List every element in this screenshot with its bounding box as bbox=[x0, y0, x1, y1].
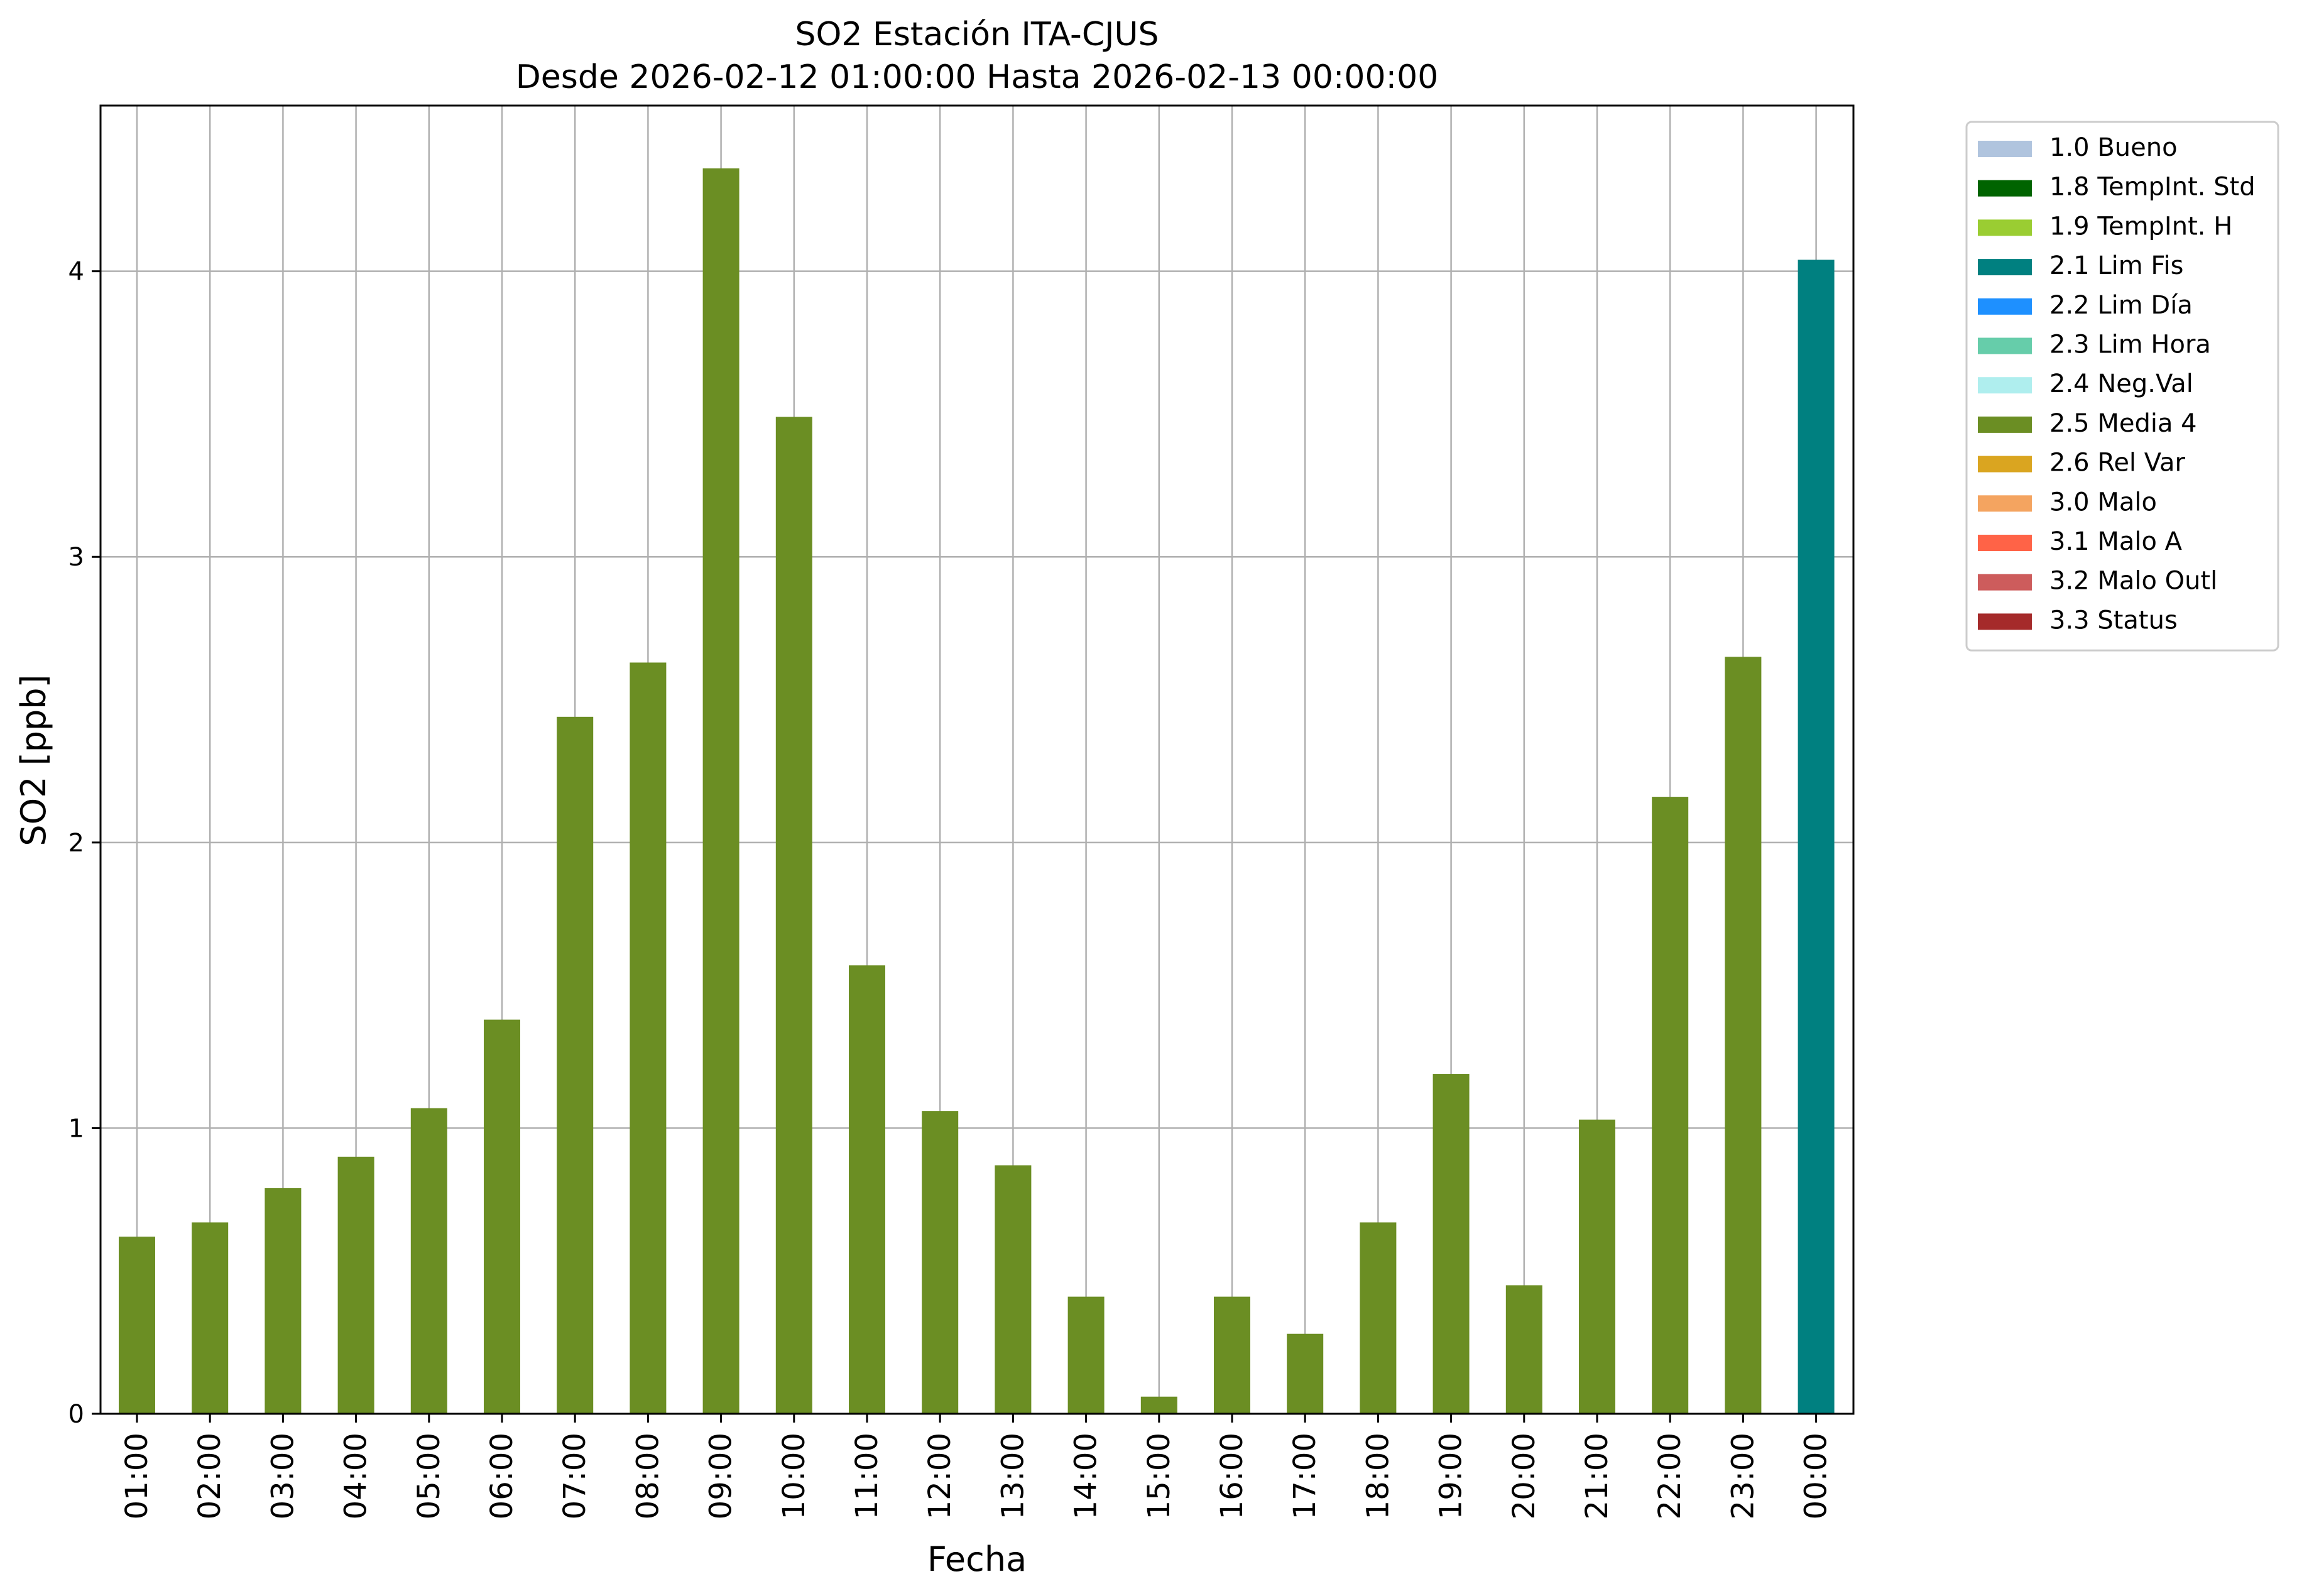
bar bbox=[1140, 1396, 1177, 1414]
legend-swatch bbox=[1978, 613, 2032, 630]
bar bbox=[1432, 1074, 1470, 1414]
legend-swatch bbox=[1978, 337, 2032, 354]
x-tick-label: 08:00 bbox=[630, 1433, 665, 1519]
chart-title: SO2 Estación ITA-CJUS bbox=[795, 16, 1159, 53]
x-tick-label: 03:00 bbox=[265, 1433, 300, 1519]
bar bbox=[410, 1108, 447, 1414]
bar bbox=[702, 168, 739, 1414]
legend-swatch bbox=[1978, 259, 2032, 276]
bar bbox=[1798, 260, 1835, 1414]
bar bbox=[775, 417, 812, 1414]
legend-label: 1.8 TempInt. Std bbox=[2049, 173, 2256, 202]
x-tick-label: 21:00 bbox=[1580, 1433, 1615, 1519]
x-tick-label: 22:00 bbox=[1652, 1433, 1688, 1519]
bar bbox=[1360, 1222, 1397, 1414]
x-tick-label: 01:00 bbox=[119, 1433, 155, 1519]
legend-swatch bbox=[1978, 574, 2032, 591]
y-tick-label: 4 bbox=[68, 258, 84, 287]
bar bbox=[630, 662, 667, 1414]
legend-label: 3.3 Status bbox=[2049, 606, 2178, 635]
legend-label: 2.4 Neg.Val bbox=[2049, 369, 2193, 398]
x-tick-label: 07:00 bbox=[557, 1433, 592, 1519]
x-tick-label: 12:00 bbox=[922, 1433, 958, 1519]
bar bbox=[265, 1188, 302, 1414]
legend-label: 2.1 Lim Fis bbox=[2049, 251, 2183, 280]
bars bbox=[119, 168, 1835, 1414]
plot-frame bbox=[99, 104, 1855, 1415]
x-tick-label: 02:00 bbox=[192, 1433, 227, 1519]
x-tick-label: 11:00 bbox=[849, 1433, 885, 1519]
bar bbox=[1505, 1285, 1542, 1414]
legend-swatch bbox=[1978, 495, 2032, 512]
bar bbox=[484, 1019, 520, 1414]
legend-swatch bbox=[1978, 377, 2032, 394]
y-tick-label: 1 bbox=[68, 1114, 84, 1143]
legend-label: 3.0 Malo bbox=[2049, 488, 2157, 517]
bar bbox=[192, 1222, 229, 1414]
legend: 1.0 Bueno 1.8 TempInt. Std 1.9 TempInt. H 2… bbox=[1965, 121, 2279, 652]
x-tick-label: 00:00 bbox=[1799, 1433, 1834, 1519]
bar bbox=[1652, 797, 1689, 1414]
legend-label: 1.0 Bueno bbox=[2049, 133, 2178, 162]
legend-label: 2.6 Rel Var bbox=[2049, 449, 2186, 478]
y-tick-label: 3 bbox=[68, 543, 84, 572]
bar bbox=[849, 965, 885, 1414]
legend-label: 2.3 Lim Hora bbox=[2049, 331, 2211, 359]
legend-swatch bbox=[1978, 416, 2032, 433]
legend-swatch bbox=[1978, 141, 2032, 157]
bar bbox=[995, 1165, 1032, 1414]
legend-swatch bbox=[1978, 180, 2032, 197]
x-tick-label: 19:00 bbox=[1434, 1433, 1469, 1519]
x-tick-label: 10:00 bbox=[777, 1433, 812, 1519]
legend-swatch bbox=[1978, 219, 2032, 236]
legend-swatch bbox=[1978, 535, 2032, 551]
legend-label: 2.2 Lim Día bbox=[2049, 291, 2193, 320]
bar bbox=[337, 1156, 374, 1414]
legend-box bbox=[1965, 121, 2279, 652]
bar bbox=[1067, 1296, 1105, 1414]
bar bbox=[119, 1237, 155, 1414]
legend-swatch bbox=[1978, 298, 2032, 315]
bar bbox=[557, 716, 594, 1414]
x-tick-label: 20:00 bbox=[1507, 1433, 1542, 1519]
x-tick-label: 18:00 bbox=[1360, 1433, 1395, 1519]
bar bbox=[1214, 1296, 1250, 1414]
bar bbox=[1287, 1333, 1324, 1414]
legend-label: 3.2 Malo Outl bbox=[2049, 567, 2217, 596]
legend-swatch bbox=[1978, 456, 2032, 473]
legend-label: 1.9 TempInt. H bbox=[2049, 212, 2232, 241]
x-tick-label: 15:00 bbox=[1142, 1433, 1177, 1519]
y-axis-label: SO2 [ppb] bbox=[14, 674, 53, 846]
y-tick-label: 0 bbox=[68, 1400, 84, 1429]
legend-label: 3.1 Malo A bbox=[2049, 527, 2183, 556]
x-tick-label: 04:00 bbox=[339, 1433, 374, 1519]
chart-subtitle: Desde 2026-02-12 01:00:00 Hasta 2026-02-… bbox=[516, 58, 1439, 96]
x-tick-label: 13:00 bbox=[995, 1433, 1030, 1519]
x-tick-label: 05:00 bbox=[412, 1433, 447, 1519]
y-tick-label: 2 bbox=[68, 829, 84, 858]
x-tick-label: 06:00 bbox=[484, 1433, 520, 1519]
axes: 01:00 02:00 03:00 04:00 05:00 06:00 07:00 08:00… bbox=[68, 258, 1834, 1520]
x-tick-label: 16:00 bbox=[1214, 1433, 1250, 1519]
x-tick-label: 17:00 bbox=[1287, 1433, 1323, 1519]
x-tick-label: 14:00 bbox=[1069, 1433, 1104, 1519]
x-axis-label: Fecha bbox=[927, 1539, 1027, 1579]
legend-label: 2.5 Media 4 bbox=[2049, 409, 2197, 438]
bar bbox=[1579, 1119, 1615, 1414]
bar bbox=[1725, 657, 1762, 1414]
bar bbox=[922, 1111, 959, 1414]
x-tick-label: 23:00 bbox=[1725, 1433, 1760, 1519]
x-tick-label: 09:00 bbox=[704, 1433, 739, 1519]
